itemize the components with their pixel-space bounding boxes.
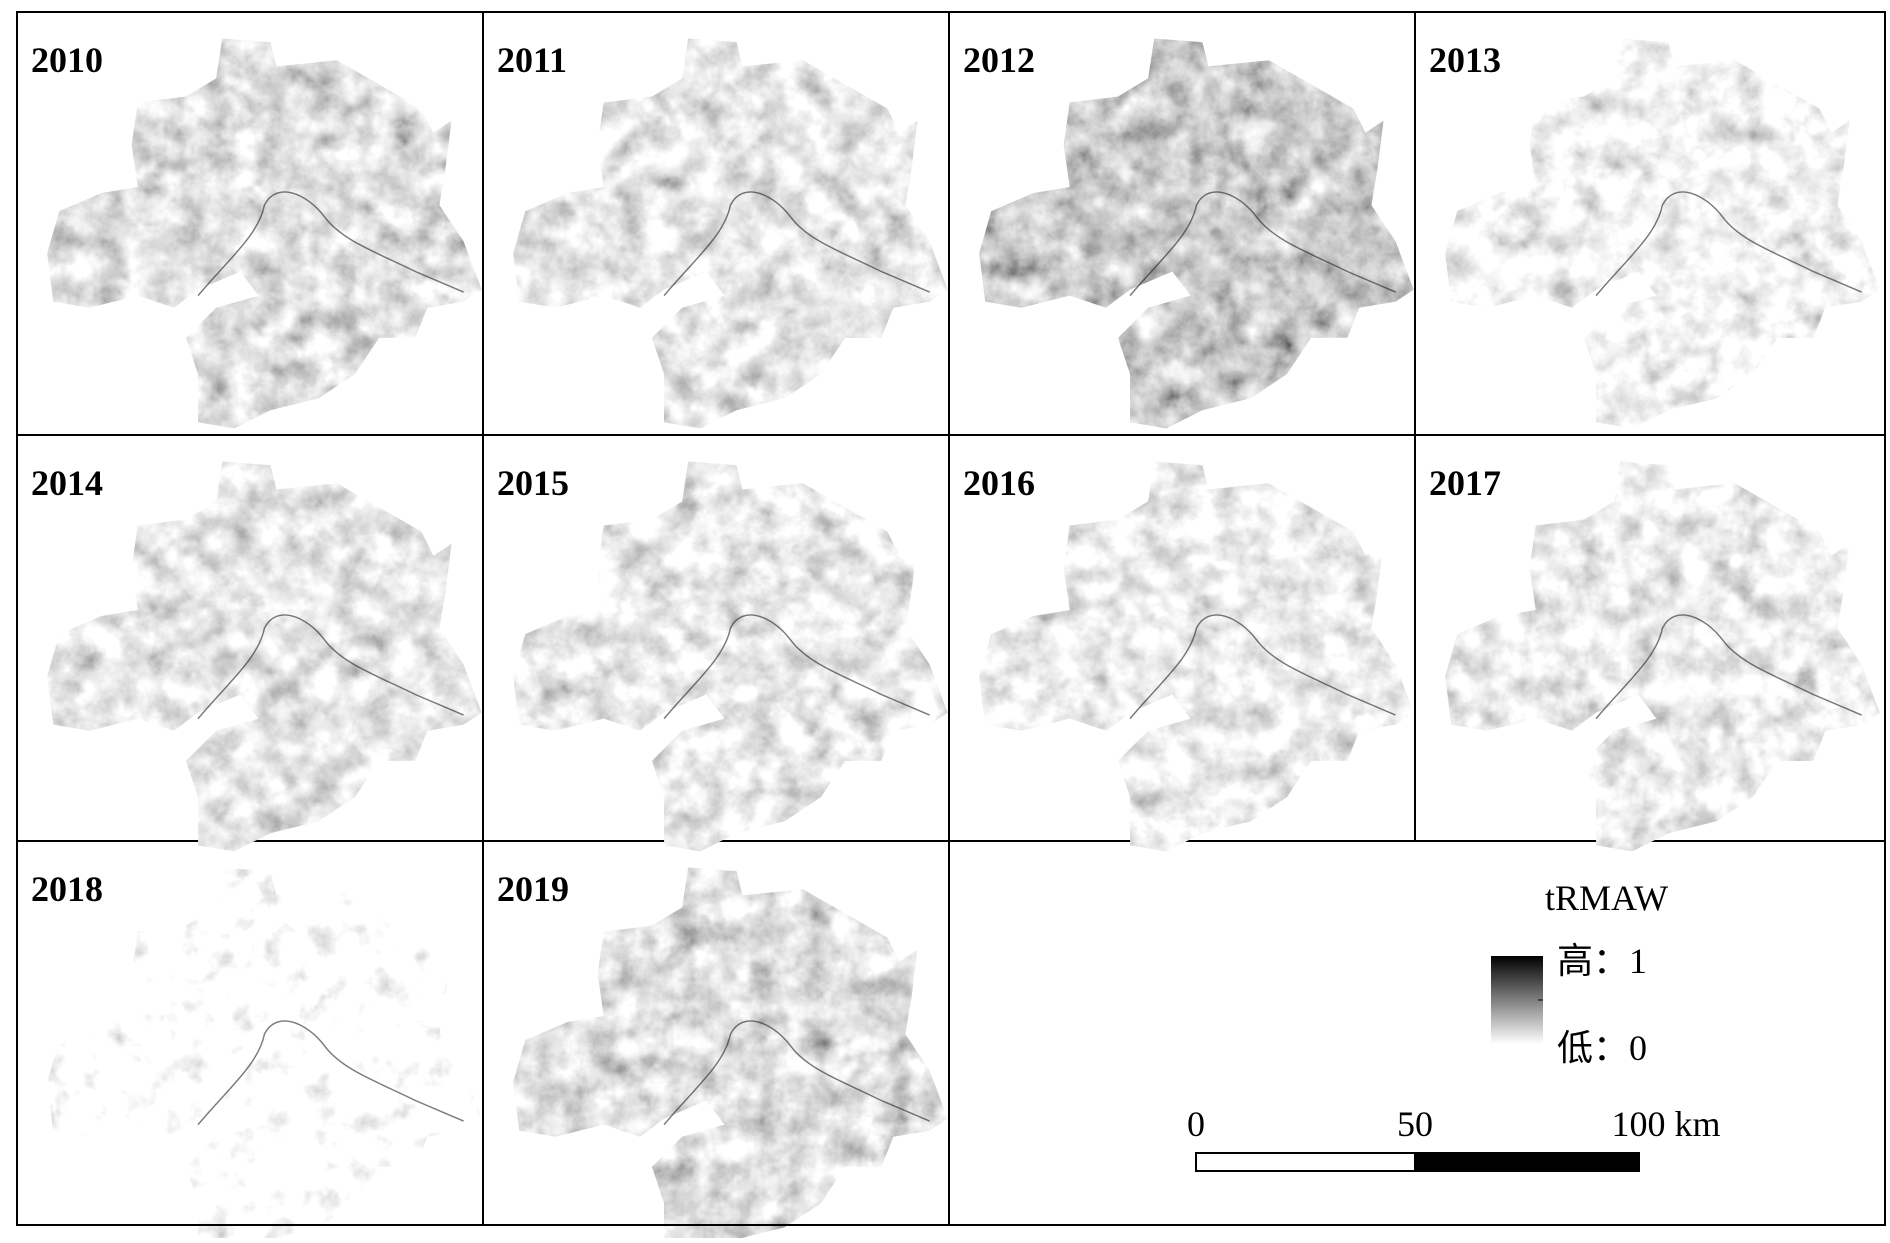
region-shape bbox=[513, 38, 948, 429]
region-map bbox=[513, 867, 948, 1243]
region-map bbox=[513, 461, 948, 852]
year-label: 2019 bbox=[497, 869, 569, 909]
river bbox=[1595, 614, 1862, 720]
year-label: 2011 bbox=[497, 40, 567, 80]
year-label: 2012 bbox=[963, 40, 1035, 80]
river bbox=[663, 191, 930, 297]
river bbox=[1129, 614, 1396, 720]
region-shape bbox=[1445, 38, 1880, 429]
region-shape bbox=[47, 867, 482, 1243]
river bbox=[1595, 191, 1862, 297]
region-shape bbox=[1445, 461, 1880, 852]
river bbox=[1129, 191, 1396, 297]
scale-label: 50 bbox=[1397, 1104, 1433, 1144]
region-map bbox=[47, 867, 482, 1243]
scale-label: 100 km bbox=[1611, 1104, 1720, 1144]
region-map bbox=[1445, 461, 1880, 852]
region-map bbox=[1445, 38, 1880, 429]
region-map bbox=[979, 461, 1414, 852]
scale-bar-white bbox=[1195, 1152, 1416, 1172]
region-map bbox=[979, 38, 1414, 429]
year-label: 2013 bbox=[1429, 40, 1501, 80]
region-shape bbox=[979, 38, 1414, 429]
region-shape bbox=[979, 461, 1414, 852]
panels: 2010 2011 2012 2013 2014 2015 2016 2017 2018 2019 bbox=[16, 11, 1886, 1243]
outer-frame bbox=[16, 11, 1886, 1226]
year-label: 2017 bbox=[1429, 463, 1501, 503]
river bbox=[197, 614, 464, 720]
year-label: 2010 bbox=[31, 40, 103, 80]
river bbox=[663, 614, 930, 720]
river bbox=[197, 1020, 464, 1126]
region-shape bbox=[513, 461, 948, 852]
legend-gradient bbox=[1491, 956, 1543, 1044]
region-shape bbox=[47, 38, 482, 429]
year-label: 2014 bbox=[31, 463, 103, 503]
region-shape bbox=[47, 461, 482, 852]
year-label: 2018 bbox=[31, 869, 103, 909]
legend-title: tRMAW bbox=[1545, 878, 1668, 918]
year-label: 2015 bbox=[497, 463, 569, 503]
region-map bbox=[513, 38, 948, 429]
legend-high: 高：1 bbox=[1557, 941, 1647, 981]
year-label: 2016 bbox=[963, 463, 1035, 503]
region-shape bbox=[513, 867, 948, 1243]
scale-label: 0 bbox=[1187, 1104, 1205, 1144]
scale-bar-black bbox=[1414, 1152, 1640, 1172]
region-map bbox=[47, 461, 482, 852]
region-map bbox=[47, 38, 482, 429]
river bbox=[197, 191, 464, 297]
river bbox=[663, 1020, 930, 1126]
legend-low: 低：0 bbox=[1557, 1028, 1647, 1068]
